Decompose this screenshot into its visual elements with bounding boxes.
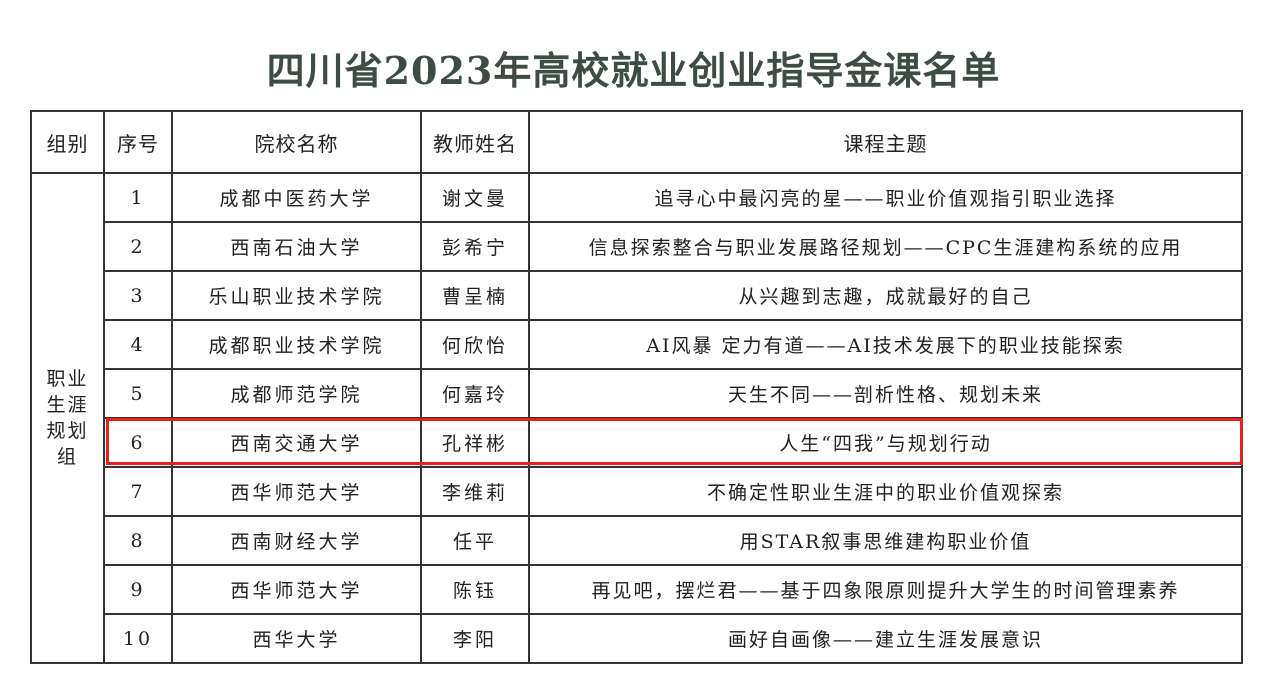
- page-title: 四川省2023年高校就业创业指导金课名单: [266, 48, 1001, 93]
- school-name: 西南财经大学: [171, 515, 422, 566]
- header-no: 序号: [103, 110, 173, 174]
- course-topic: 从兴趣到志趣，成就最好的自己: [528, 270, 1243, 321]
- course-topic: 信息探索整合与职业发展路径规划——CPC生涯建构系统的应用: [528, 221, 1243, 272]
- teacher-name: 彭希宁: [420, 221, 530, 272]
- school-name: 西南交通大学: [171, 417, 422, 468]
- table-row: 职业生涯规划组 1 成都中医药大学 谢文曼 追寻心中最闪亮的星——职业价值观指引职业选择: [30, 172, 1243, 664]
- teacher-name: 李阳: [420, 613, 530, 664]
- row-number: 4: [103, 319, 173, 370]
- course-topic: 天生不同——剖析性格、规划未来: [528, 368, 1243, 419]
- row-number: 9: [103, 564, 173, 615]
- table-header: 组别 序号 院校名称 教师姓名 课程主题: [30, 110, 1243, 174]
- group-cell: 职业生涯规划组: [30, 172, 105, 664]
- teacher-name: 孔祥彬: [420, 417, 530, 468]
- school-name: 西华师范大学: [171, 564, 422, 615]
- school-name: 西华师范大学: [171, 466, 422, 517]
- course-topic: AI风暴 定力有道——AI技术发展下的职业技能探索: [528, 319, 1243, 370]
- table-row: 8 西南财经大学 任平 用STAR叙事思维建构职业价值: [31, 515, 1243, 566]
- course-topic: 用STAR叙事思维建构职业价值: [528, 515, 1243, 566]
- course-table: 组别 序号 院校名称 教师姓名 课程主题 职业生涯规划组 1 成都中医药大学 谢文曼追…: [30, 110, 1243, 664]
- teacher-name: 何欣怡: [420, 319, 530, 370]
- row-number: 5: [103, 368, 173, 419]
- group-label: 职业生涯规划组: [46, 368, 89, 468]
- teacher-name: 李维莉: [420, 466, 530, 517]
- header-teacher: 教师姓名: [420, 110, 530, 174]
- course-topic: 画好自画像——建立生涯发展意识: [528, 613, 1243, 664]
- teacher-name: 陈钰: [420, 564, 530, 615]
- school-name: 乐山职业技术学院: [171, 270, 422, 321]
- row-number: 1: [103, 172, 173, 223]
- course-topic: 人生“四我”与规划行动: [528, 417, 1243, 468]
- course-topic: 追寻心中最闪亮的星——职业价值观指引职业选择: [528, 172, 1243, 223]
- school-name: 成都职业技术学院: [171, 319, 422, 370]
- teacher-name: 何嘉玲: [420, 368, 530, 419]
- teacher-name: 谢文曼: [420, 172, 530, 223]
- school-name: 西华大学: [171, 613, 422, 664]
- teacher-name: 任平: [420, 515, 530, 566]
- header-school: 院校名称: [171, 110, 422, 174]
- header-group: 组别: [30, 110, 105, 174]
- course-topic: 再见吧，摆烂君——基于四象限原则提升大学生的时间管理素养: [528, 564, 1243, 615]
- table-row: 7 西华师范大学 李维莉 不确定性职业生涯中的职业价值观探索: [31, 466, 1243, 517]
- teacher-name: 曹呈楠: [420, 270, 530, 321]
- school-name: 成都中医药大学: [171, 172, 422, 223]
- header-topic: 课程主题: [528, 110, 1243, 174]
- table-row: 2 西南石油大学 彭希宁 信息探索整合与职业发展路径规划——CPC生涯建构系统的应用: [31, 221, 1243, 272]
- table-row: 9 西华师范大学 陈钰 再见吧，摆烂君——基于四象限原则提升大学生的时间管理素养: [31, 564, 1243, 615]
- row-number: 6: [103, 417, 173, 468]
- school-name: 成都师范学院: [171, 368, 422, 419]
- row-number: 7: [103, 466, 173, 517]
- table-row: 6 西南交通大学 孔祥彬 人生“四我”与规划行动: [31, 417, 1243, 468]
- row-number: 8: [103, 515, 173, 566]
- table-row: 10 西华大学 李阳 画好自画像——建立生涯发展意识: [31, 613, 1243, 664]
- table-row: 4 成都职业技术学院 何欣怡 AI风暴 定力有道——AI技术发展下的职业技能探索: [31, 319, 1243, 370]
- table-row: 5 成都师范学院 何嘉玲 天生不同——剖析性格、规划未来: [31, 368, 1243, 419]
- course-topic: 不确定性职业生涯中的职业价值观探索: [528, 466, 1243, 517]
- table-row: 3 乐山职业技术学院 曹呈楠 从兴趣到志趣，成就最好的自己: [31, 270, 1243, 321]
- school-name: 西南石油大学: [171, 221, 422, 272]
- row-number: 10: [103, 613, 173, 664]
- row-number: 3: [103, 270, 173, 321]
- row-number: 2: [103, 221, 173, 272]
